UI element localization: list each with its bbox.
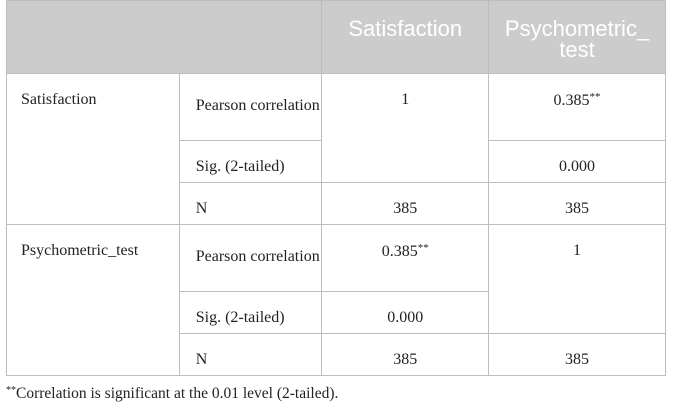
row-label-psychometric-test: Psychometric_test (6, 224, 180, 376)
value-text: 385 (393, 200, 418, 217)
footnote-text: Correlation is significant at the 0.01 l… (16, 385, 339, 402)
value-text: 385 (393, 351, 418, 368)
stat-label-n: N (178, 333, 323, 376)
value-cell: 385 (321, 333, 490, 376)
value-text: 0.000 (559, 158, 596, 175)
value-cell: 0.000 (321, 291, 490, 334)
stat-label-n: N (178, 182, 323, 225)
value-cell: 0.385** (321, 224, 490, 292)
table-row: N 385 385 (7, 333, 666, 376)
value-text: 1 (573, 242, 582, 259)
value-cell: 385 (488, 182, 666, 225)
correlation-table: Satisfaction Psychometric_ test Satisfac… (5, 0, 666, 376)
value-text: 1 (401, 91, 410, 108)
value-cell: 1 (488, 224, 666, 334)
value-text: 385 (565, 200, 590, 217)
value-text: 0.000 (387, 309, 424, 326)
significance-marker: ** (589, 91, 601, 103)
stat-label-sig: Sig. (2-tailed) (178, 140, 323, 183)
stat-label-pearson: Pearson correlation (178, 224, 323, 292)
value-cell: 0.000 (488, 140, 666, 183)
table-footnote: **Correlation is significant at the 0.01… (6, 385, 338, 403)
value-text: 385 (565, 351, 590, 368)
table-row: Sig. (2-tailed) 0.000 (7, 140, 666, 183)
value-cell: 385 (321, 182, 490, 225)
stat-label-pearson: Pearson correlation (178, 73, 323, 141)
value-text: 0.385 (381, 243, 418, 260)
header-blank-cell (5, 0, 323, 74)
value-cell: 1 (321, 73, 490, 183)
significance-marker: ** (417, 242, 429, 254)
table-row: Psychometric_test Pearson correlation 0.… (6, 224, 666, 376)
footnote-marker: ** (6, 385, 16, 396)
stat-label-sig: Sig. (2-tailed) (178, 291, 323, 334)
value-cell: 385 (488, 333, 666, 376)
value-cell: 0.385** (488, 73, 666, 141)
value-text: 0.385 (553, 92, 590, 109)
table-row: Sig. (2-tailed) 0.000 (7, 291, 666, 334)
table-row: Satisfaction Pearson correlation 1 0.385… (6, 73, 666, 225)
header-satisfaction: Satisfaction (321, 0, 490, 74)
row-label-satisfaction: Satisfaction (6, 73, 180, 225)
header-psychometric-test: Psychometric_ test (488, 0, 666, 74)
header-row: Satisfaction Psychometric_ test (5, 0, 666, 74)
